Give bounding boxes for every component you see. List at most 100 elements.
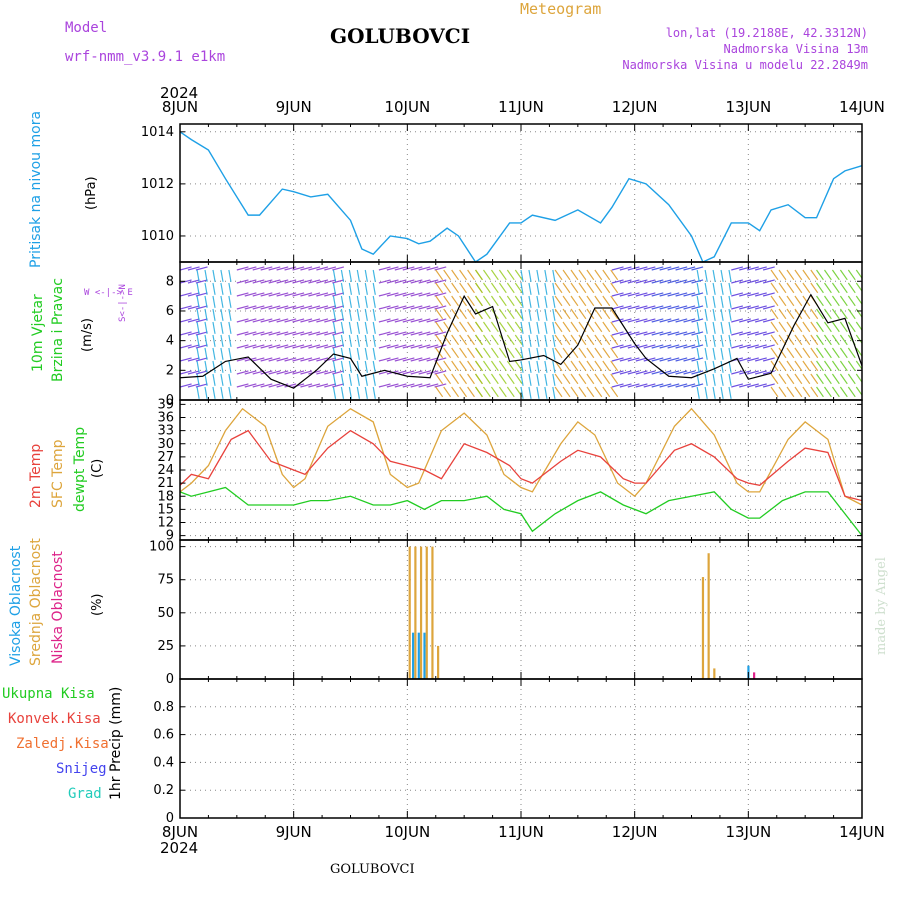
- y-tick-label: 0: [166, 672, 174, 687]
- wind-arrow: [300, 279, 313, 284]
- model-elevation-text: Nadmorska Visina u modelu 22.2849m: [622, 58, 868, 72]
- wind-arrow: [434, 318, 447, 323]
- wind-arrow: [536, 334, 540, 347]
- wind-arrow: [372, 308, 376, 321]
- wind-arrow: [536, 308, 540, 321]
- wind-arrow: [180, 370, 192, 375]
- wind-arrow: [619, 305, 632, 310]
- wind-arrow: [770, 386, 779, 398]
- wind-arrow: [651, 383, 664, 388]
- wind-arrow: [236, 266, 249, 271]
- wind-arrow: [667, 305, 680, 310]
- wind-arrow: [332, 266, 345, 271]
- wind-arrow: [659, 357, 672, 362]
- wind-arrow: [691, 370, 704, 375]
- wind-arrow: [482, 308, 491, 320]
- wind-arrow: [770, 373, 779, 385]
- wind-arrow: [586, 269, 595, 281]
- wind-arrow: [611, 370, 624, 375]
- wind-arrow: [594, 282, 603, 294]
- wind-arrow: [704, 308, 708, 321]
- wind-arrow: [459, 386, 467, 398]
- wind-arrow: [340, 321, 345, 334]
- wind-arrow: [386, 357, 399, 362]
- wind-arrow: [570, 373, 579, 385]
- y-tick-label: 1010: [141, 229, 174, 244]
- wind-arrow: [810, 321, 819, 333]
- wind-arrow: [482, 334, 491, 346]
- wind-arrow: [236, 331, 249, 336]
- wind-arrow: [696, 321, 700, 334]
- wind-arrow: [855, 334, 862, 345]
- wind-arrow: [378, 383, 391, 388]
- wind-arrow: [570, 295, 579, 307]
- wind-arrow: [212, 308, 216, 321]
- wind-arrow: [364, 334, 368, 347]
- wind-arrow: [720, 347, 724, 360]
- wind-arrow: [284, 318, 297, 323]
- wind-arrow: [426, 331, 439, 336]
- wind-arrow: [236, 344, 249, 349]
- wind-arrow: [802, 295, 811, 307]
- wind-arrow: [418, 344, 431, 349]
- wind-arrow: [728, 334, 732, 347]
- precip-legend-total: Ukupna Kisa: [2, 686, 95, 702]
- wind-arrow: [340, 334, 345, 347]
- wind-arrow: [554, 334, 563, 346]
- wind-arrow: [691, 292, 704, 297]
- wind-arrow: [187, 292, 200, 297]
- y-tick-label: 1012: [141, 177, 174, 192]
- wind-arrow: [196, 321, 200, 334]
- wind-arrow: [292, 344, 305, 349]
- wind-arrow: [394, 305, 407, 310]
- wind-arrow: [704, 269, 708, 282]
- meteogram-label: Meteogram: [520, 0, 602, 18]
- wind-arrow: [635, 279, 648, 284]
- wind-arrow: [610, 308, 619, 320]
- wind-arrow: [204, 282, 208, 295]
- wind-arrow: [847, 321, 856, 333]
- wind-arrow: [610, 347, 619, 359]
- wind-arrow: [691, 279, 704, 284]
- wind-arrow: [332, 282, 337, 295]
- wind-arrow: [260, 305, 273, 310]
- wind-arrow: [651, 266, 664, 271]
- wind-arrow: [410, 370, 423, 375]
- y-tick-label: 15: [157, 502, 174, 517]
- wind-arrow: [778, 282, 787, 294]
- wind-arrow: [467, 373, 475, 385]
- wind-arrow: [332, 373, 337, 386]
- wind-arrow: [847, 308, 856, 320]
- wind-arrow: [554, 347, 563, 359]
- wind-arrow: [611, 331, 624, 336]
- wind-arrow: [187, 305, 200, 310]
- wind-arrow: [610, 386, 619, 398]
- wind-arrow: [754, 279, 767, 284]
- wind-arrow: [544, 386, 548, 399]
- wind-arrow: [212, 269, 216, 282]
- wind-arrow: [332, 318, 345, 323]
- wind-arrow: [731, 292, 744, 297]
- wind-arrow: [332, 321, 337, 334]
- wind-arrow: [675, 370, 688, 375]
- wind-arrow: [578, 295, 587, 307]
- wind-arrow: [739, 305, 751, 310]
- wind-arrow: [490, 373, 499, 385]
- wind-arrow: [683, 318, 696, 323]
- wind-arrow: [847, 269, 856, 281]
- wind-arrow: [394, 383, 407, 388]
- wind-arrow: [356, 269, 360, 282]
- wind-arrow: [847, 360, 856, 372]
- date-label-top: 8JUN: [162, 98, 198, 116]
- wind-arrow: [847, 347, 856, 359]
- wind-arrow: [816, 308, 824, 320]
- wind-arrow: [667, 344, 680, 349]
- wind-arrow: [816, 282, 824, 294]
- wind-arrow: [292, 357, 305, 362]
- wind-arrow: [498, 386, 507, 398]
- wind-arrow: [180, 305, 192, 310]
- wind-arrow: [292, 279, 305, 284]
- wind-arrow: [348, 386, 353, 399]
- wind-arrow: [552, 373, 556, 386]
